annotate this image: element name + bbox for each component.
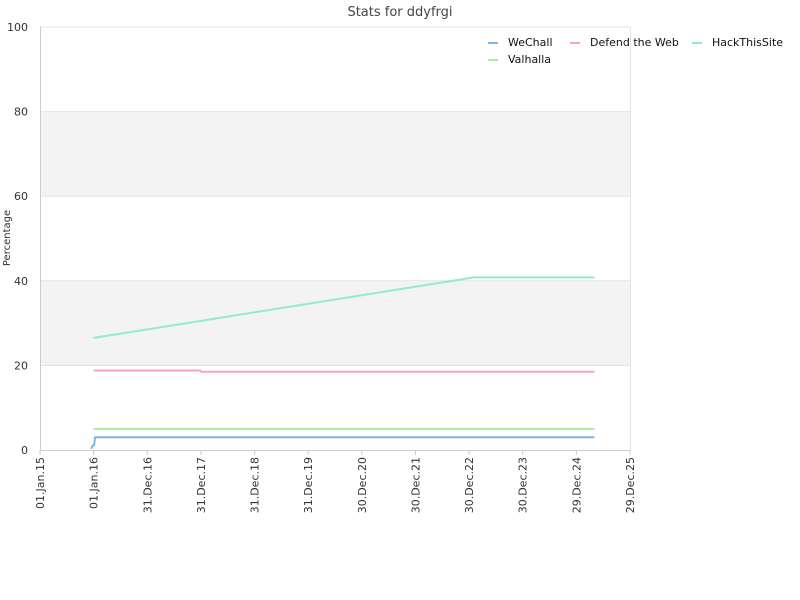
legend-item-label[interactable]: Valhalla	[508, 53, 551, 66]
series-line-wechall	[90, 436, 595, 450]
x-tick-label: 01.Jan.15	[34, 457, 47, 509]
x-tick-label: 30.Dec.20	[356, 457, 369, 513]
y-tick-label: 80	[14, 106, 28, 119]
x-tick-label: 29.Dec.24	[570, 457, 583, 513]
plot-bands	[40, 111, 630, 366]
y-tick-label: 40	[14, 275, 28, 288]
x-tick-label: 29.Dec.25	[624, 457, 637, 513]
legend-item-label[interactable]: WeChall	[508, 36, 553, 49]
x-tick-label: 30.Dec.21	[409, 457, 422, 513]
x-tick-label: 31.Dec.19	[302, 457, 315, 513]
y-tick-label: 0	[21, 444, 28, 457]
x-tick-label: 31.Dec.16	[141, 457, 154, 513]
series-line-defend-the-web	[93, 369, 595, 373]
y-axis-label: Percentage	[2, 210, 13, 266]
x-tick-label: 30.Dec.23	[517, 457, 530, 513]
plot-band	[40, 111, 630, 197]
series-line-hackthissite	[93, 276, 595, 339]
legend-item-label[interactable]: Defend the Web	[590, 36, 679, 49]
y-tick-label: 60	[14, 190, 28, 203]
y-tick-labels: 0 20 40 60 80 100	[7, 21, 28, 457]
y-tick-label: 100	[7, 21, 28, 34]
x-tick-labels: 01.Jan.15 01.Jan.16 31.Dec.16 31.Dec.17 31.D…	[34, 450, 637, 513]
y-tick-label: 20	[14, 359, 28, 372]
axes	[40, 27, 631, 451]
x-tick-label: 01.Jan.16	[88, 457, 101, 509]
chart-title: Stats for ddyfrgi	[347, 5, 452, 20]
plot-band	[40, 280, 630, 366]
grid-lines	[40, 26, 630, 366]
legend-item-label[interactable]: HackThisSite	[712, 36, 783, 49]
x-tick-label: 30.Dec.22	[463, 457, 476, 513]
x-tick-label: 31.Dec.18	[249, 457, 262, 513]
series-lines	[90, 276, 595, 450]
x-tick-label: 31.Dec.17	[195, 457, 208, 513]
legend: WeChall Defend the Web HackThisSite Valhall…	[488, 36, 783, 66]
